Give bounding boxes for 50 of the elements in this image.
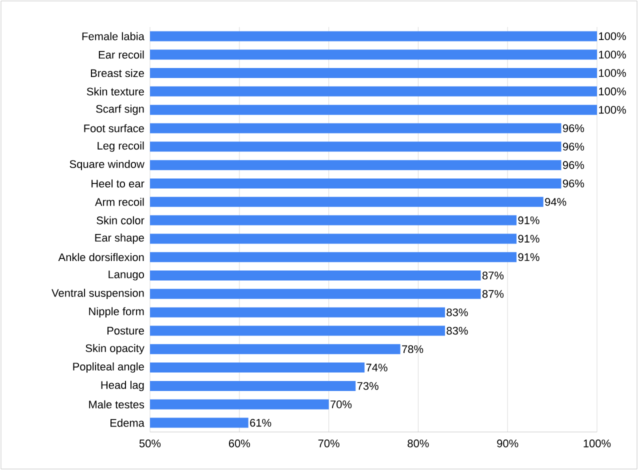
y-tick-label: Head lag xyxy=(101,380,144,392)
y-tick-label: Leg recoil xyxy=(98,142,144,152)
x-tick-label: 50% xyxy=(139,440,161,448)
y-tick-label: Skin texture xyxy=(86,87,144,96)
data-label: 91% xyxy=(518,234,540,243)
y-tick-label: Foot surface xyxy=(84,124,144,132)
y-tick-label: Breast size xyxy=(90,68,144,78)
x-tick-label: 100% xyxy=(584,440,611,448)
data-label: 100% xyxy=(599,50,626,59)
data-label: 74% xyxy=(366,364,388,372)
y-tick-label: Ear shape xyxy=(95,234,144,244)
y-tick-label: Ankle dorsiflexion xyxy=(58,253,144,262)
data-label: 100% xyxy=(599,106,626,114)
data-label: 87% xyxy=(482,290,504,298)
y-tick-label: Square window xyxy=(70,160,144,170)
x-tick-label: 90% xyxy=(497,440,518,448)
y-tick-label: Nipple form xyxy=(89,307,144,318)
x-tick-label: 80% xyxy=(408,440,429,448)
data-label: 94% xyxy=(545,198,566,206)
y-tick-label: Male testes xyxy=(89,400,144,408)
y-tick-label: Arm recoil xyxy=(94,198,144,206)
y-tick-label: Female labia xyxy=(82,32,144,40)
data-label: 73% xyxy=(357,382,378,390)
data-label: 83% xyxy=(446,326,468,335)
data-label: 96% xyxy=(562,161,584,169)
data-label: 96% xyxy=(562,180,584,188)
data-label: 78% xyxy=(402,345,424,354)
y-tick-label: Skin color xyxy=(96,216,144,224)
y-tick-label: Posture xyxy=(107,326,144,335)
data-label: 96% xyxy=(562,142,584,151)
y-tick-label: Heel to ear xyxy=(92,179,144,188)
y-tick-label: Ear recoil xyxy=(98,50,144,59)
y-tick-label: Scarf sign xyxy=(96,104,144,115)
y-tick-label: Skin opacity xyxy=(86,344,144,354)
data-label: 87% xyxy=(482,272,504,280)
y-tick-label: Ventral suspension xyxy=(52,288,144,300)
x-tick-label: 60% xyxy=(228,440,250,448)
x-tick-label: 70% xyxy=(318,440,340,448)
data-label: 91% xyxy=(518,216,540,224)
data-label: 100% xyxy=(599,69,626,77)
data-label: 70% xyxy=(330,400,352,408)
data-label: 61% xyxy=(250,418,272,427)
data-label: 91% xyxy=(518,253,540,262)
data-label: 100% xyxy=(599,32,626,40)
y-tick-label: Lanugo xyxy=(108,270,144,280)
y-tick-label: Popliteal angle xyxy=(73,362,144,373)
y-tick-label: Edema xyxy=(110,418,144,427)
data-label: 100% xyxy=(599,88,626,96)
data-label: 96% xyxy=(562,124,584,132)
data-label: 83% xyxy=(446,308,468,316)
